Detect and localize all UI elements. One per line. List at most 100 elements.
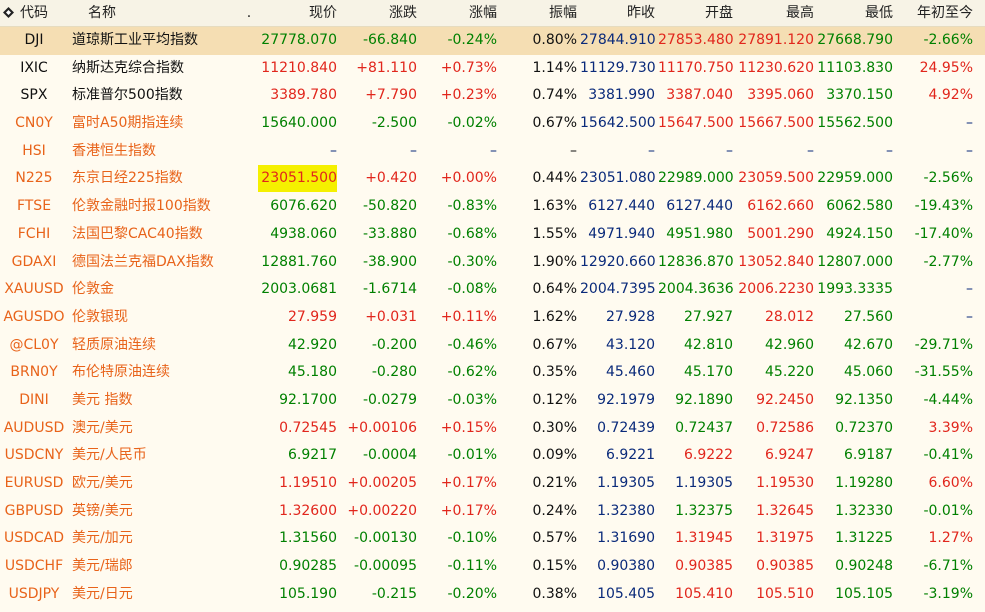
high-cell: 1.19530 [756,475,814,491]
open-cell: 6.9222 [684,447,733,464]
table-row[interactable]: EURUSD 欧元/美元 1.19510 +0.00205 +0.17% 0.21% 1.1… [0,470,985,498]
header-high[interactable]: 最高 [786,5,814,21]
ytd-cell: – [966,142,973,159]
price-cell: 23051.500 [261,170,337,187]
low-cell: 4924.150 [826,225,893,242]
prev-close-cell: 6127.440 [588,198,655,215]
change-cell: +0.420 [365,170,417,187]
header-ytd[interactable]: 年初至今 [917,5,973,21]
amplitude-cell: 0.67% [532,115,577,132]
header-change[interactable]: 涨跌 [389,5,417,21]
header-price[interactable]: 现价 [309,5,337,21]
change-cell: +0.00220 [347,502,417,519]
amplitude-cell: 0.30% [532,419,577,436]
prev-close-cell: 12920.660 [580,253,656,270]
amplitude-cell: 0.57% [532,530,577,547]
change-cell: -0.200 [371,336,417,353]
header-code[interactable]: 代码 [20,5,48,21]
low-cell: 15562.500 [817,115,893,132]
low-cell: 92.1350 [835,391,893,408]
table-row[interactable]: CN0Y 富时A50期指连续 15640.000 -2.500 -0.02% 0.67% 1… [0,110,985,138]
high-cell: 28.012 [765,308,814,325]
table-row[interactable]: DINI 美元 指数 92.1700 -0.0279 -0.03% 0.12% 92.197… [0,387,985,415]
table-row[interactable]: AUDUSD 澳元/美元 0.72545 +0.00106 +0.15% 0.30% 0.7… [0,415,985,443]
name-cell: 美元/人民币 [72,447,147,464]
table-row[interactable]: USDJPY 美元/日元 105.190 -0.215 -0.20% 0.38% 105.4… [0,581,985,609]
change-cell: – [410,142,417,159]
prev-close-cell: 1.31690 [597,530,655,547]
code-cell: N225 [15,170,53,187]
code-cell: AUDUSD [3,419,65,436]
table-row[interactable]: DJI 道琼斯工业平均指数 27778.070 -66.840 -0.24% 0.80% 2… [0,27,985,55]
prev-close-cell: – [648,142,655,159]
open-cell: 22989.000 [658,170,734,187]
low-cell: 45.060 [844,364,893,381]
name-cell: 纳斯达克综合指数 [72,59,184,76]
amplitude-cell: 0.21% [532,475,577,491]
table-row[interactable]: USDCHF 美元/瑞郎 0.90285 -0.00095 -0.11% 0.15% 0.9… [0,553,985,581]
table-row[interactable]: N225 东京日经225指数 23051.500 +0.420 +0.00% 0.44% 2… [0,165,985,193]
percent-cell: -0.02% [447,115,497,132]
percent-cell: -0.24% [447,32,497,48]
code-cell: GBPUSD [4,502,64,519]
open-cell: 15647.500 [658,115,734,132]
table-row[interactable]: BRN0Y 布伦特原油连续 45.180 -0.280 -0.62% 0.35% 45.46… [0,359,985,387]
header-name[interactable]: 名称 [88,5,116,21]
ytd-cell: 4.92% [928,87,973,104]
ytd-cell: -19.43% [914,198,973,215]
table-row[interactable]: HSI 香港恒生指数 – – – – – – – – – [0,138,985,166]
header-percent[interactable]: 涨幅 [469,5,497,21]
table-row[interactable]: XAUUSD 伦敦金 2003.0681 -1.6714 -0.08% 0.64% 2004… [0,276,985,304]
prev-close-cell: 23051.080 [580,170,656,187]
open-cell: 27.927 [684,308,733,325]
header-prev-close[interactable]: 昨收 [627,5,655,21]
amplitude-cell: 0.80% [532,32,577,48]
prev-close-cell: 1.32380 [597,502,655,519]
low-cell: 27668.790 [817,32,893,48]
name-cell: 美元/加元 [72,530,133,547]
high-cell: 105.510 [756,585,814,602]
name-cell: 伦敦金 [72,281,114,298]
change-cell: -0.00095 [354,558,417,575]
name-cell: 美元 指数 [72,391,133,408]
sort-corner-icon[interactable] [3,7,14,18]
ytd-cell: – [966,281,973,298]
table-row[interactable]: IXIC 纳斯达克综合指数 11210.840 +81.110 +0.73% 1.14% 1… [0,55,985,83]
open-cell: 42.810 [684,336,733,353]
name-cell: 澳元/美元 [72,419,133,436]
code-cell: IXIC [20,59,48,76]
percent-cell: -0.83% [447,198,497,215]
percent-cell: -0.11% [447,558,497,575]
table-row[interactable]: @CL0Y 轻质原油连续 42.920 -0.200 -0.46% 0.67% 43.120… [0,332,985,360]
code-cell: USDJPY [8,585,60,602]
name-cell: 德国法兰克福DAX指数 [72,253,214,270]
name-cell: 英镑/美元 [72,502,133,519]
open-cell: – [726,142,733,159]
header-amplitude[interactable]: 振幅 [549,5,577,21]
table-row[interactable]: USDCNY 美元/人民币 6.9217 -0.0004 -0.01% 0.09% 6.92… [0,442,985,470]
prev-close-cell: 11129.730 [580,59,656,76]
low-cell: 3370.150 [826,87,893,104]
table-row[interactable]: GBPUSD 英镑/美元 1.32600 +0.00220 +0.17% 0.24% 1.3… [0,498,985,526]
table-row[interactable]: FCHI 法国巴黎CAC40指数 4938.060 -33.880 -0.68% 1.55… [0,221,985,249]
code-cell: @CL0Y [9,336,59,353]
table-row[interactable]: USDCAD 美元/加元 1.31560 -0.00130 -0.10% 0.57% 1.3… [0,525,985,553]
header-open[interactable]: 开盘 [705,5,733,21]
header-low[interactable]: 最低 [865,5,893,21]
open-cell: 3387.040 [666,87,733,104]
high-cell: 0.90385 [756,558,814,575]
table-row[interactable]: SPX 标准普尔500指数 3389.780 +7.790 +0.23% 0.74% 338… [0,82,985,110]
table-row[interactable]: AGUSDO 伦敦银现 27.959 +0.031 +0.11% 1.62% 27.928 2… [0,304,985,332]
ytd-cell: -4.44% [923,391,973,408]
low-cell: 1.19280 [835,475,893,491]
ytd-cell: – [966,115,973,132]
open-cell: 4951.980 [666,225,733,242]
name-cell: 富时A50期指连续 [72,115,184,132]
low-cell: – [886,142,893,159]
ytd-cell: -29.71% [914,336,973,353]
high-cell: 6162.660 [747,198,814,215]
price-cell: 105.190 [279,585,337,602]
table-row[interactable]: FTSE 伦敦金融时报100指数 6076.620 -50.820 -0.83% 1.63… [0,193,985,221]
table-row[interactable]: GDAXI 德国法兰克福DAX指数 12881.760 -38.900 -0.30% 1.… [0,249,985,277]
percent-cell: -0.01% [447,447,497,464]
